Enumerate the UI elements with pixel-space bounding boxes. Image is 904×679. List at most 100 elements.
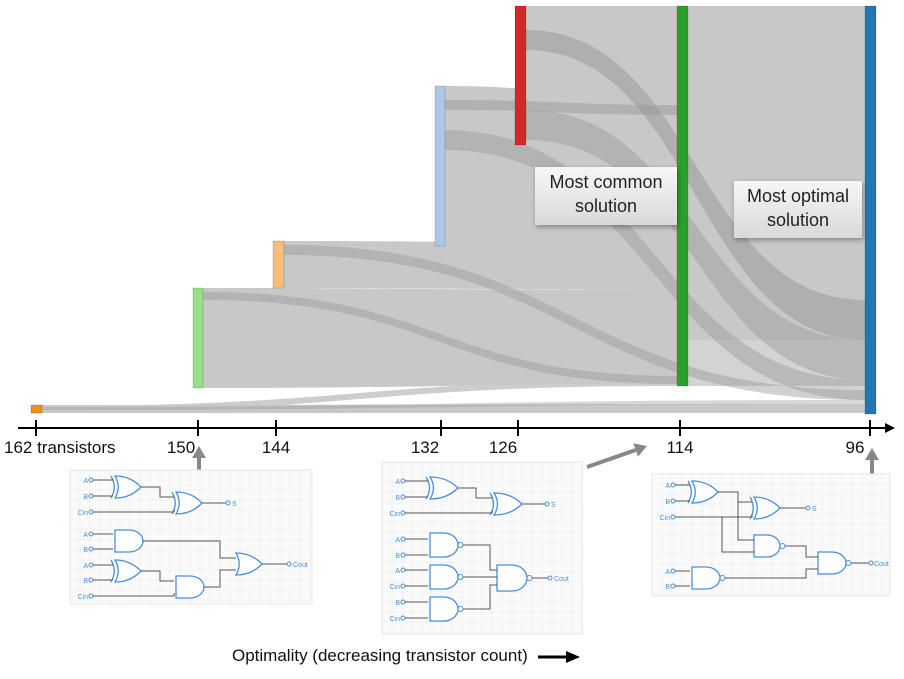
c114-in0: A [395,537,400,544]
c150-b2: B [83,547,88,554]
c96-s: S [812,506,817,513]
flow-144-96 [284,245,865,400]
c96-nand2-bubble [719,575,726,581]
flow-162-96b [42,400,865,410]
c150-xor2 [174,491,203,515]
c150-w11 [141,570,174,582]
c114-pin-s [544,501,550,507]
c150-and2 [175,575,205,599]
c96-b2: B [665,584,670,591]
axis-tick-label-132: 132 [411,438,439,457]
solution-nodes [30,5,877,415]
arrow-114-head [633,443,647,457]
node-96 [864,5,877,415]
flow-ribbons [42,6,865,413]
c150-a1: A [83,478,88,485]
axis-arrowhead [885,423,895,433]
axis-tick-label-126: 126 [489,438,517,457]
c114-a1: A [395,479,400,486]
c114-cout: Cout [554,576,569,583]
c96-w10 [785,545,818,558]
c114-b1: B [395,495,400,502]
c150-pin-s [225,500,231,506]
circuit-96: A B Cin S A B Cout [651,473,891,597]
transistor-axis: 162 transistors 150 144 132 126 114 96 [4,420,895,457]
c96-w4 [675,514,753,518]
c150-w10 [143,540,236,559]
c150-pin-cout [286,561,292,567]
c96-nand3 [817,551,847,575]
c150-b1: B [83,494,88,501]
flow-132-114b [445,100,677,115]
c114-in4: B [395,600,400,607]
c150-b3: B [83,578,88,585]
c114-pin-cout [547,575,553,581]
c150-cin1: Cin [77,510,88,517]
node-150 [192,287,204,389]
arrow-150-head [192,446,206,458]
c114-nand3 [429,596,459,622]
c150-xor1 [113,475,142,499]
node-144 [272,240,285,289]
c150-cin2: Cin [77,594,88,601]
c114-in3: Cin [389,584,400,591]
c150-w13 [204,569,236,588]
c150-a2: A [83,532,88,539]
c150-w4 [93,509,175,513]
c96-w11 [725,568,818,579]
c96-a1: A [665,483,670,490]
c96-pin-cout [868,560,874,566]
c114-xor1 [428,476,459,500]
c114-nand4 [496,564,528,592]
axis-tick-label-144: 144 [262,438,290,457]
c114-nand4-bubble [526,575,533,581]
c150-cout: Cout [293,562,308,569]
circuit-114: A B Cin S A B A Cin B Cin Cout [381,461,583,635]
c114-nand2-bubble [457,574,464,580]
circuit-panels: A B Cin S A B A B Cin Cout A B Cin S A B A Cin B Cin Cout A B C… [69,461,891,635]
node-162 [30,404,43,414]
flow-150-114b [203,292,677,384]
c96-w6 [737,492,754,541]
c114-in5: Cin [389,616,400,623]
c150-w3 [141,486,174,498]
flow-126-96 [526,30,865,340]
most-common-label: Most common solution [549,172,663,216]
c96-a2: A [665,569,670,576]
c114-w4 [405,510,493,514]
c114-in2: A [395,568,400,575]
c114-nand1 [429,532,459,558]
c96-xor1 [690,480,719,504]
c96-cout: Cout [874,561,889,568]
node-126 [514,5,527,146]
flow-126-96b [526,110,865,380]
flow-114-96 [688,6,865,340]
right-arrow-icon [538,650,581,663]
c150-w12 [93,593,175,597]
c114-nand2 [429,564,459,590]
flow-132-96 [445,130,865,400]
flow-144-114 [284,241,677,290]
optimality-caption: Optimality (decreasing transistor count) [232,646,581,666]
flow-150-114 [203,288,677,388]
node-114 [676,5,689,387]
c114-w8 [463,584,497,610]
c114-xor2 [492,492,523,516]
c96-w7 [721,517,754,553]
flow-114-96-lower [688,340,865,386]
c114-nand3-bubble [457,606,464,612]
c96-cin1: Cin [659,515,670,522]
c114-w6 [463,544,497,571]
axis-tick-label-150: 150 [167,438,195,457]
c96-xor2 [752,496,781,520]
most-common-callout: Most common solution [535,167,677,225]
c114-s: S [551,502,556,509]
c96-nand1 [753,534,781,558]
c96-nand3-bubble [845,560,852,566]
c150-and1 [114,529,144,553]
c114-cin1: Cin [389,511,400,518]
circuit-150: A B Cin S A B A B Cin Cout [69,469,313,605]
c114-in1: B [395,553,400,560]
c96-pin-s [805,505,811,511]
c150-xor3 [113,559,142,583]
